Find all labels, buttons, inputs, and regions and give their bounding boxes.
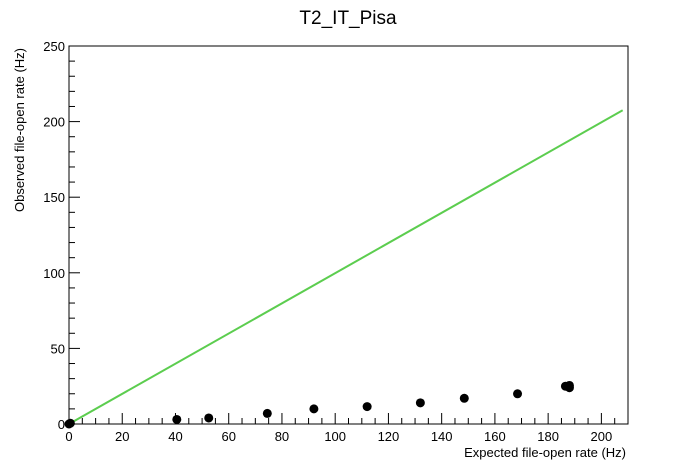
plot-area	[68, 45, 629, 425]
x-axis-label: Expected file-open rate (Hz)	[464, 445, 626, 460]
x-tick-label: 160	[484, 429, 506, 444]
data-point	[415, 398, 425, 408]
data-point	[172, 414, 182, 424]
x-tick-label: 20	[115, 429, 129, 444]
data-point	[362, 402, 372, 412]
x-tick-label: 0	[65, 429, 72, 444]
reference-line	[68, 109, 624, 425]
y-tick-label: 0	[58, 417, 65, 432]
y-tick-label: 150	[43, 190, 65, 205]
y-tick-labels: 0 50 100 150 200 250	[43, 39, 65, 432]
data-point	[513, 389, 523, 399]
x-tick-label: 120	[378, 429, 400, 444]
x-tick-label: 80	[275, 429, 289, 444]
x-tick-label: 200	[591, 429, 613, 444]
x-tick-label: 180	[537, 429, 559, 444]
data-point	[309, 404, 319, 414]
y-tick-label: 200	[43, 115, 65, 130]
x-tick-label: 60	[221, 429, 235, 444]
plot-frame	[68, 45, 629, 425]
x-tick-label: 100	[324, 429, 346, 444]
chart-title: T2_IT_Pisa	[299, 8, 397, 29]
axis-ticks	[68, 45, 629, 425]
data-point	[204, 413, 214, 423]
y-axis-label: Observed file-open rate (Hz)	[12, 48, 27, 212]
data-point	[459, 393, 469, 403]
x-tick-label: 40	[168, 429, 182, 444]
x-tick-labels: 0 20 40 60 80 100 120 140 160 180 200	[65, 429, 612, 444]
data-point	[65, 418, 75, 428]
reference-lines	[68, 109, 624, 425]
y-tick-label: 250	[43, 39, 65, 54]
data-point	[262, 408, 272, 418]
x-tick-label: 140	[431, 429, 453, 444]
y-tick-label: 100	[43, 266, 65, 281]
data-point	[564, 380, 574, 390]
data-points	[64, 380, 574, 429]
y-tick-label: 50	[51, 341, 65, 356]
